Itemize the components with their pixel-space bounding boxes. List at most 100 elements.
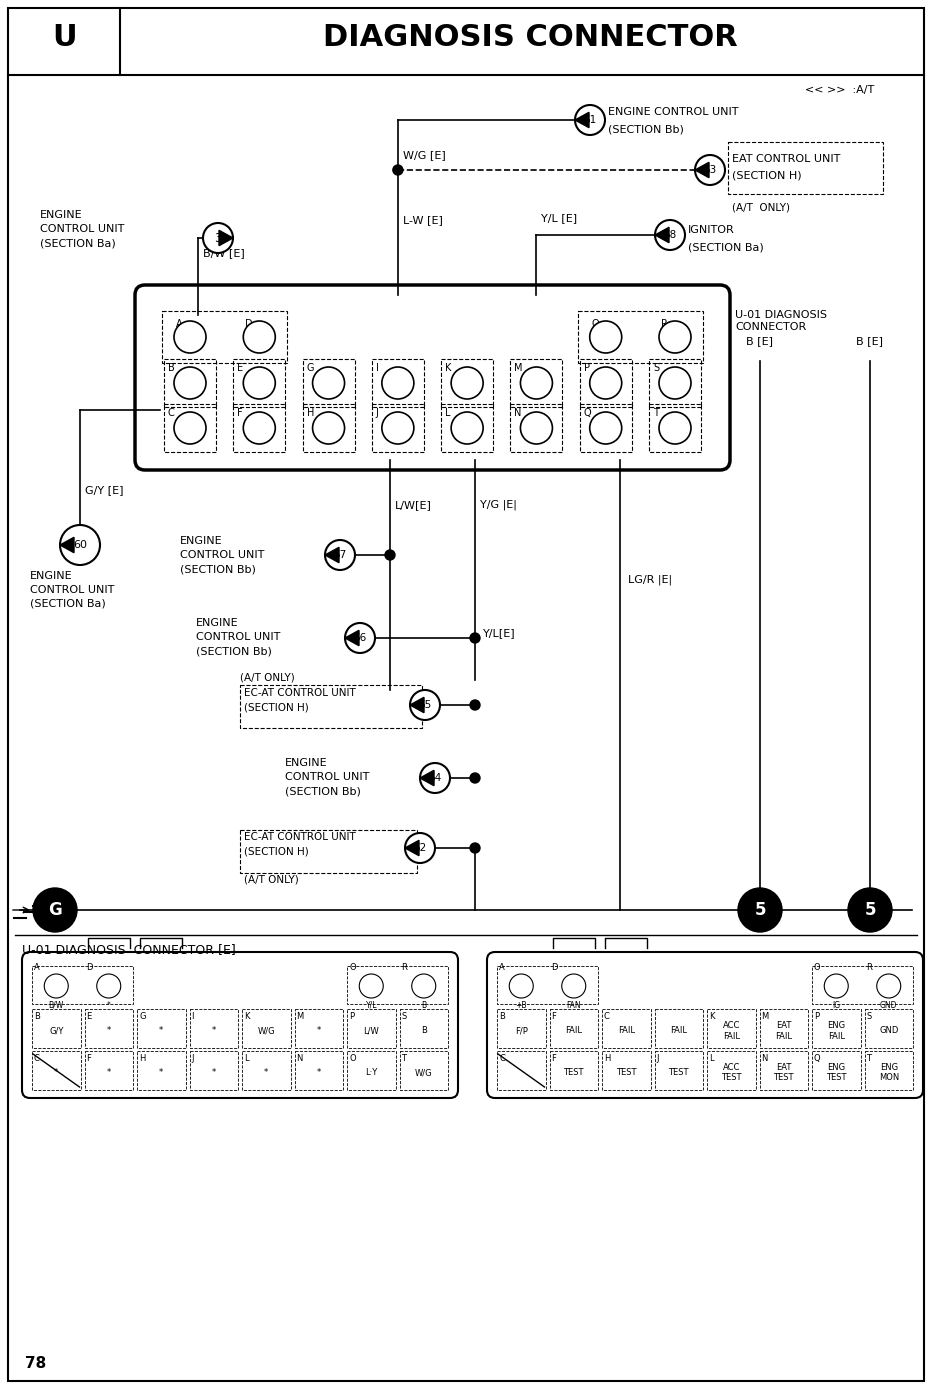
- Circle shape: [420, 763, 450, 793]
- Text: ENGINE CONTROL UNIT: ENGINE CONTROL UNIT: [608, 107, 738, 117]
- Text: EAT
TEST: EAT TEST: [774, 1063, 794, 1082]
- Text: *: *: [212, 1026, 216, 1035]
- Bar: [85, 1010, 133, 1049]
- Text: D: D: [87, 963, 93, 972]
- Bar: [497, 1051, 545, 1090]
- Text: J: J: [656, 1054, 659, 1063]
- Text: 63: 63: [704, 165, 717, 175]
- Text: ENGINE: ENGINE: [180, 536, 223, 546]
- Text: 62: 62: [414, 843, 427, 853]
- Polygon shape: [575, 113, 589, 128]
- Text: T: T: [653, 408, 659, 418]
- Text: M: M: [296, 1013, 304, 1021]
- Text: EC-AT CONTROL UNIT: EC-AT CONTROL UNIT: [244, 688, 356, 699]
- Text: B: B: [499, 1013, 505, 1021]
- Text: 64: 64: [429, 774, 442, 783]
- Text: ENG
FAIL: ENG FAIL: [828, 1021, 845, 1040]
- FancyBboxPatch shape: [487, 951, 923, 1097]
- Bar: [347, 1010, 395, 1049]
- Text: F: F: [238, 408, 243, 418]
- Circle shape: [877, 974, 900, 999]
- Text: Q: Q: [583, 408, 591, 418]
- Bar: [707, 1051, 756, 1090]
- Text: *: *: [317, 1026, 321, 1035]
- Bar: [654, 1010, 703, 1049]
- Text: R: R: [661, 319, 668, 329]
- Text: A: A: [176, 319, 183, 329]
- Text: D: D: [552, 963, 558, 972]
- Text: 68: 68: [664, 231, 677, 240]
- Circle shape: [848, 888, 892, 932]
- Text: G/Y [E]: G/Y [E]: [85, 485, 124, 494]
- Bar: [32, 1010, 80, 1049]
- Bar: [347, 965, 448, 1004]
- Text: N: N: [296, 1054, 303, 1063]
- Bar: [85, 1051, 133, 1090]
- Text: B/W: B/W: [48, 1001, 64, 1010]
- Text: L/W[E]: L/W[E]: [395, 500, 432, 510]
- Text: L: L: [244, 1054, 249, 1063]
- Text: (SECTION Ba): (SECTION Ba): [40, 238, 116, 249]
- Text: H: H: [604, 1054, 610, 1063]
- Bar: [550, 1010, 598, 1049]
- Bar: [578, 311, 703, 363]
- Text: B/W [E]: B/W [E]: [203, 249, 245, 258]
- Circle shape: [695, 156, 725, 185]
- Text: P: P: [814, 1013, 819, 1021]
- Bar: [441, 404, 493, 451]
- Text: L/W: L/W: [363, 1026, 379, 1035]
- Text: *: *: [212, 1068, 216, 1076]
- Bar: [654, 1051, 703, 1090]
- Text: H: H: [307, 408, 314, 418]
- Polygon shape: [420, 771, 434, 786]
- Bar: [164, 404, 216, 451]
- Bar: [164, 358, 216, 407]
- Bar: [303, 358, 354, 407]
- Circle shape: [470, 843, 480, 853]
- Text: (SECTION H): (SECTION H): [244, 847, 308, 857]
- Bar: [580, 358, 632, 407]
- Circle shape: [33, 888, 77, 932]
- Text: ENGINE: ENGINE: [40, 210, 83, 219]
- Text: R: R: [867, 963, 872, 972]
- Bar: [511, 358, 562, 407]
- Circle shape: [575, 106, 605, 135]
- Text: DIAGNOSIS CONNECTOR: DIAGNOSIS CONNECTOR: [322, 24, 737, 51]
- Text: C: C: [168, 408, 175, 418]
- Text: B: B: [421, 1001, 426, 1010]
- Text: M: M: [761, 1013, 769, 1021]
- Text: S: S: [402, 1013, 406, 1021]
- Text: *: *: [54, 1068, 59, 1076]
- Text: ACC
TEST: ACC TEST: [721, 1063, 742, 1082]
- Circle shape: [243, 321, 275, 353]
- Text: M: M: [514, 363, 523, 374]
- Bar: [372, 404, 424, 451]
- Text: << >>  :A/T: << >> :A/T: [805, 85, 874, 94]
- Text: O: O: [592, 319, 599, 329]
- Text: *: *: [107, 1001, 111, 1010]
- Circle shape: [659, 321, 691, 353]
- Polygon shape: [345, 631, 359, 646]
- Circle shape: [590, 367, 622, 399]
- Bar: [812, 1010, 860, 1049]
- FancyBboxPatch shape: [135, 285, 730, 469]
- Text: E: E: [87, 1013, 91, 1021]
- Text: B [E]: B [E]: [857, 336, 884, 346]
- Circle shape: [470, 774, 480, 783]
- Circle shape: [60, 525, 100, 565]
- Polygon shape: [405, 840, 419, 856]
- Bar: [189, 1051, 238, 1090]
- Text: B: B: [34, 1013, 40, 1021]
- Text: C: C: [34, 1054, 40, 1063]
- Text: FAN: FAN: [567, 1001, 581, 1010]
- Bar: [400, 1051, 448, 1090]
- Bar: [865, 1010, 913, 1049]
- Text: B: B: [168, 363, 175, 374]
- Bar: [865, 1051, 913, 1090]
- Bar: [649, 404, 701, 451]
- Circle shape: [470, 700, 480, 710]
- Polygon shape: [325, 547, 339, 563]
- Text: *: *: [106, 1026, 111, 1035]
- Bar: [602, 1051, 651, 1090]
- Polygon shape: [655, 228, 669, 243]
